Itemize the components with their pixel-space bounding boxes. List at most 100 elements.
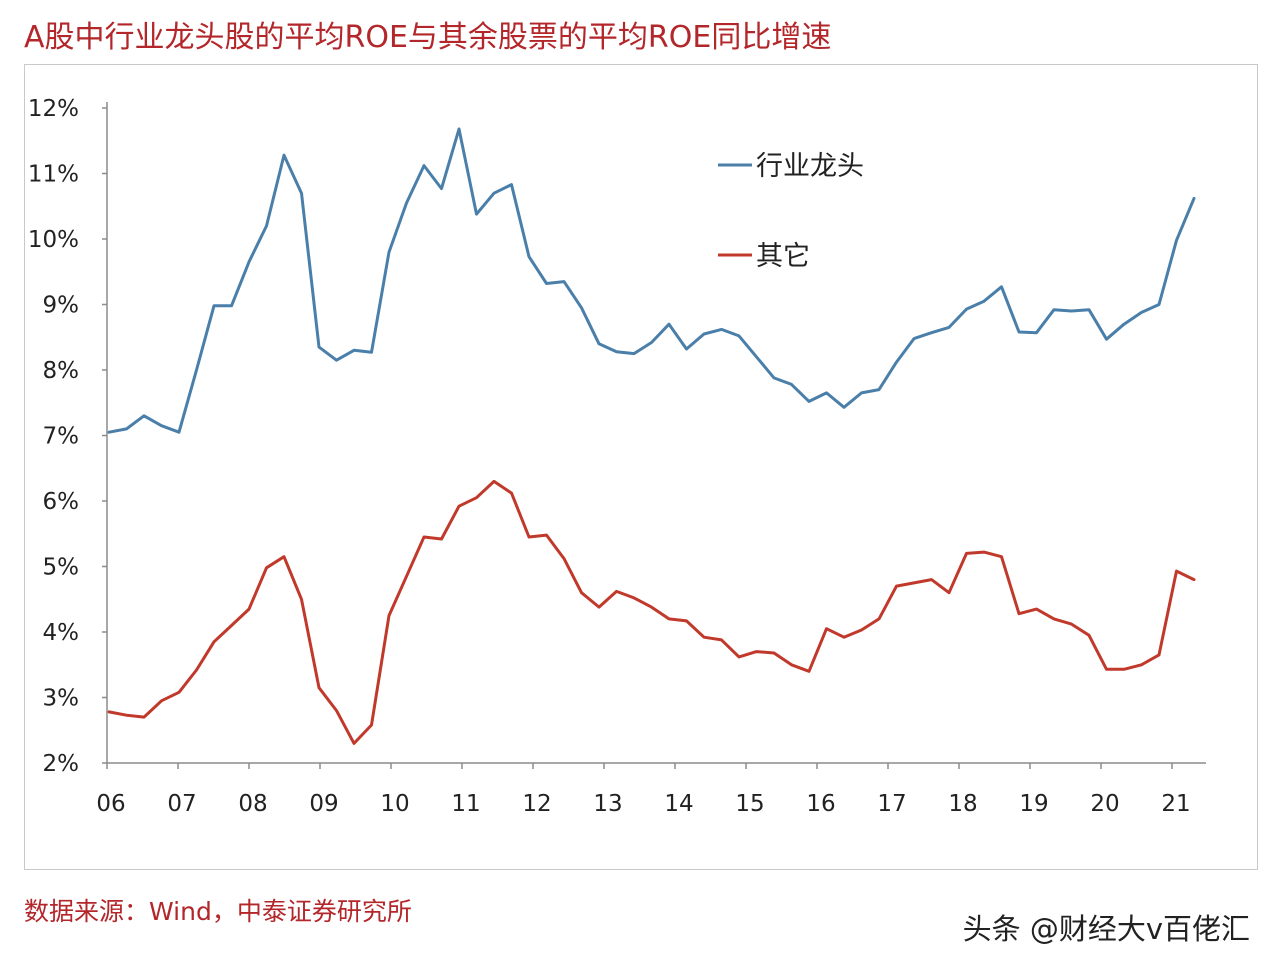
watermark-text: 头条 @财经大v百佬汇 [962,912,1250,946]
series-1-point [282,555,286,558]
series-1-point [947,591,951,594]
series-1-point [352,742,356,745]
series-0-point [1035,331,1038,334]
series-1-point [475,496,478,499]
series-0-point [177,431,181,434]
x-tick-label: 07 [167,791,196,817]
series-0-point [825,391,828,395]
series-0-point [615,350,618,353]
series-1-point [422,535,426,539]
series-1-point [685,619,688,623]
x-tick-label: 14 [664,791,693,817]
series-0-point [842,406,846,409]
series-0-point [545,282,548,285]
series-1-point [247,607,251,611]
series-1-point [615,590,618,593]
series-0-point [597,342,601,345]
series-0-point [580,306,583,309]
series-1-point [790,663,793,666]
series-1-point [965,552,968,555]
y-tick-label: 7% [43,424,80,450]
series-0-point [965,307,968,311]
series-1-point [440,537,443,541]
x-tick-label: 21 [1161,791,1190,817]
series-0-point [160,424,163,427]
series-0-point [195,368,198,372]
y-tick-label: 8% [43,358,80,384]
series-1-point [195,668,198,672]
series-0-point [125,427,128,431]
series-0-point [737,334,741,338]
series-1-point [387,614,391,617]
series-1-point [457,505,461,508]
series-0-point [562,280,566,283]
legend-label-0: 行业龙头 [756,151,864,182]
series-1-point [370,723,373,727]
series-1-point [125,714,128,717]
x-tick-label: 18 [948,791,977,817]
series-1-point [527,535,531,539]
series-0-point [212,304,216,307]
series-0-point [772,376,776,380]
series-1-point [667,617,671,621]
series-0-point [1122,323,1126,326]
series-1-point [107,710,111,714]
series-1-point [720,638,723,642]
series-1-point [1157,653,1161,657]
series-0-point [930,331,933,334]
series-1-point [1140,663,1143,666]
x-tick-label: 11 [451,791,480,817]
series-1-point [912,581,916,585]
series-1-point [1052,617,1056,621]
series-0-point [807,400,811,403]
legend-label-1: 其它 [756,241,810,272]
y-tick-label: 12% [28,96,79,122]
chart-frame [24,64,1258,870]
series-1-point [265,566,268,569]
series-1-point [545,533,548,537]
series-1-point [317,686,321,689]
series-0-point [720,328,723,331]
series-0-point [860,391,863,395]
series-1-point [930,578,933,581]
series-0-point [422,164,426,167]
series-1-point [772,651,776,655]
series-0-point [982,300,986,303]
series-0-point [947,326,951,329]
series-1-point [142,715,146,719]
series-1-point [755,650,758,653]
series-1-point [562,557,566,560]
series-0-point [1052,308,1056,311]
source-note: 数据来源：Wind，中泰证券研究所 [24,897,412,926]
x-tick-label: 12 [522,791,551,817]
series-0-point [527,255,531,258]
x-tick-label: 17 [877,791,906,817]
series-1-point [877,617,881,621]
chart-series [107,127,1196,745]
series-0-point [667,323,671,326]
series-1-point [807,670,811,673]
series-0-point [755,355,758,359]
series-0-point [265,224,268,228]
series-1-point [160,699,163,702]
series-0-point [352,349,356,352]
x-tick-label: 16 [806,791,835,817]
series-1-point [405,575,408,578]
y-tick-label: 11% [28,162,79,188]
series-0-point [475,212,478,216]
series-1-point [1000,555,1003,558]
series-0-point [790,383,793,386]
y-tick-label: 5% [43,555,80,581]
chart-title: A股中行业龙头股的平均ROE与其余股票的平均ROE同比增速 [24,20,832,55]
series-1-point [580,591,583,594]
series-0-point [387,250,391,254]
series-0-point [230,304,233,307]
series-0-point [1175,239,1178,242]
series-0-point [1140,311,1143,314]
series-0-point [877,388,881,391]
series-1-point [1175,569,1178,573]
series-0-point [107,431,111,434]
series-1-point [737,655,741,659]
chart-axes: 2% 3% 4% 5% 6% 7% 8% 9% 10% 11% 12% 06 07 08 09 10 11 12 1… [28,96,1206,817]
